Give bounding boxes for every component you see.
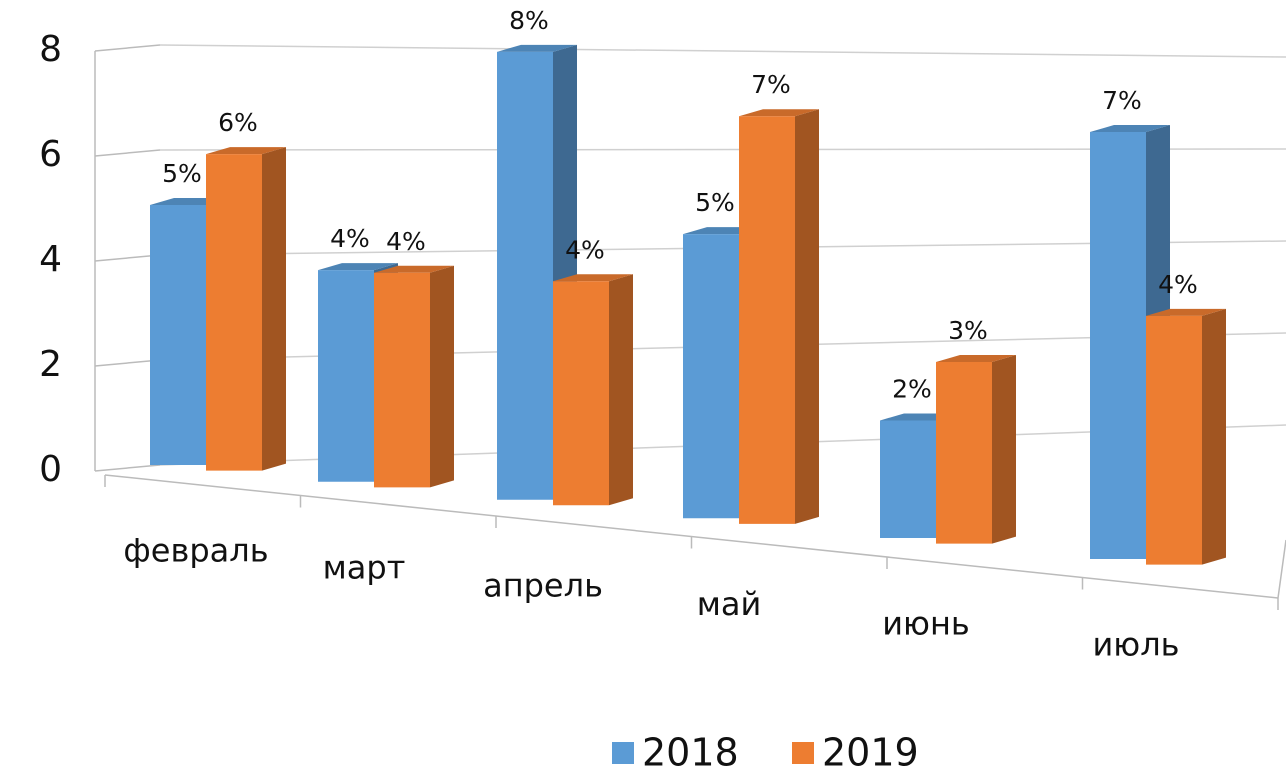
- data-label: 5%: [162, 159, 202, 188]
- x-tick-label: апрель: [483, 566, 603, 604]
- bar: [880, 420, 936, 538]
- legend-swatch: [612, 742, 634, 764]
- bar: [318, 270, 374, 482]
- bar: [739, 116, 795, 524]
- bar: [206, 154, 262, 471]
- data-label: 6%: [218, 108, 258, 137]
- legend-label: 2018: [642, 731, 739, 775]
- x-tick-label: февраль: [123, 532, 268, 570]
- bar-side: [992, 355, 1016, 544]
- bar-top: [1146, 308, 1226, 316]
- bar-side: [1202, 308, 1226, 565]
- bar-side: [609, 274, 633, 506]
- y-tick: [94, 254, 161, 262]
- data-label: 4%: [330, 224, 370, 253]
- legend-swatch: [792, 742, 814, 764]
- y-tick: [94, 464, 161, 472]
- bar: [497, 51, 553, 500]
- bar-top: [206, 147, 286, 155]
- data-label: 2%: [892, 374, 932, 403]
- x-tick-label: март: [323, 548, 406, 586]
- bar: [936, 362, 992, 544]
- x-tick-label: июль: [1092, 626, 1179, 664]
- y-tick-label: 4: [39, 239, 62, 280]
- y-tick: [94, 359, 161, 367]
- bar-top: [374, 265, 454, 273]
- bar-top: [318, 263, 398, 271]
- bar: [1090, 132, 1146, 559]
- data-label: 7%: [1102, 86, 1142, 115]
- bar: [150, 205, 206, 465]
- bar: [1146, 315, 1202, 565]
- bar: [374, 272, 430, 488]
- data-label: 4%: [565, 235, 605, 264]
- y-tick-label: 2: [39, 344, 62, 385]
- bar-top: [739, 109, 819, 117]
- floor-edge: [1277, 539, 1286, 599]
- x-tick-label: май: [697, 585, 762, 623]
- bar: [683, 234, 739, 519]
- grid-line: [159, 44, 1286, 58]
- bar-top: [1090, 125, 1170, 133]
- data-label: 4%: [1158, 270, 1198, 299]
- y-tick-label: 8: [39, 29, 62, 70]
- data-label: 3%: [948, 316, 988, 345]
- bar-side: [795, 109, 819, 524]
- bar-side: [430, 265, 454, 488]
- y-tick: [94, 149, 161, 157]
- bar-top: [497, 44, 577, 52]
- y-tick-label: 0: [39, 449, 62, 490]
- x-tick-label: июнь: [882, 605, 970, 643]
- data-label: 4%: [386, 227, 426, 256]
- y-tick-label: 6: [39, 134, 62, 175]
- data-label: 8%: [509, 6, 549, 35]
- bar-top: [553, 274, 633, 282]
- legend-label: 2019: [822, 731, 919, 775]
- bar-top: [936, 355, 1016, 363]
- data-label: 7%: [751, 70, 791, 99]
- y-tick: [94, 44, 161, 52]
- bar-side: [262, 147, 286, 471]
- data-label: 5%: [695, 188, 735, 217]
- bar: [553, 281, 609, 506]
